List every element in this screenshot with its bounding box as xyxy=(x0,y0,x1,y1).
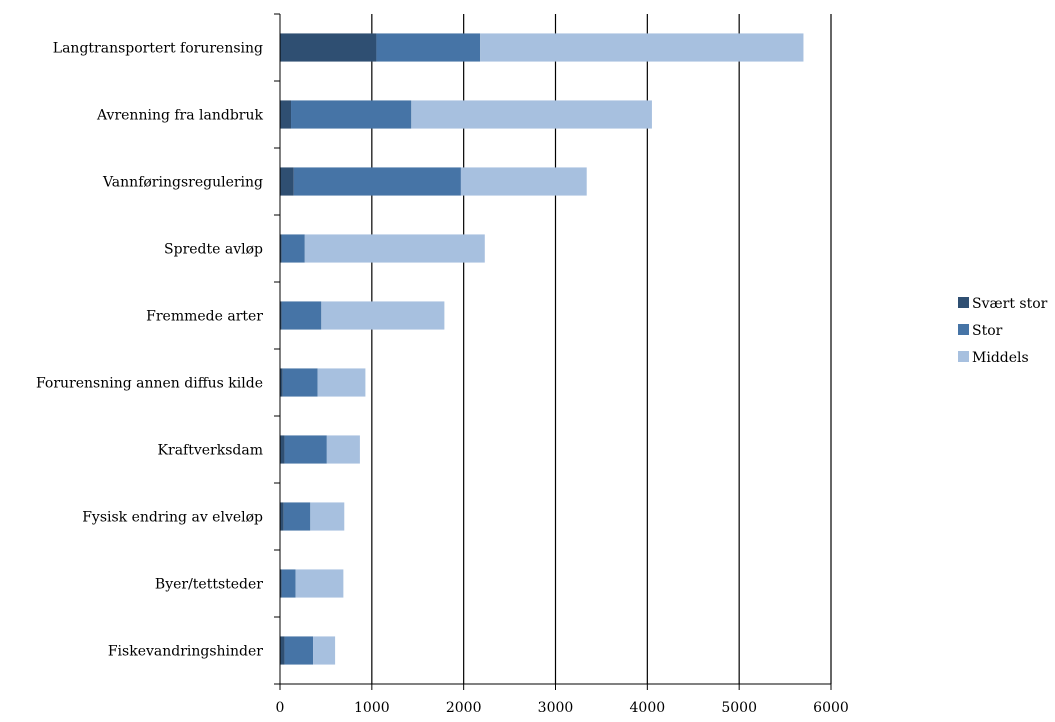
category-label-2: Vannføringsregulering xyxy=(102,175,263,191)
legend-swatch-2 xyxy=(958,351,969,362)
category-label-9: Fiskevandringshinder xyxy=(108,644,263,660)
bar-1-series-0 xyxy=(280,100,292,129)
bar-1-series-1 xyxy=(291,100,412,129)
bar-9-series-0 xyxy=(280,636,285,665)
bar-5-series-1 xyxy=(282,368,318,397)
category-label-1: Avrenning fra landbruk xyxy=(96,108,264,124)
bar-5-series-0 xyxy=(280,368,283,397)
x-tick-label-3: 3000 xyxy=(538,700,574,716)
bar-6-series-1 xyxy=(284,435,327,464)
category-label-3: Spredte avløp xyxy=(164,242,263,258)
bar-4-series-1 xyxy=(281,301,322,330)
category-label-0: Langtransportert forurensing xyxy=(53,41,263,57)
x-tick-label-1: 1000 xyxy=(354,700,390,716)
bar-4-series-2 xyxy=(321,301,445,330)
bar-8-series-1 xyxy=(281,569,296,598)
bar-3-series-0 xyxy=(280,234,282,263)
bar-4-series-0 xyxy=(280,301,282,330)
bar-0-series-0 xyxy=(280,33,377,62)
x-ticks: 0 1000 2000 3000 4000 5000 6000 xyxy=(276,684,849,716)
category-labels: Langtransportert forurensing Avrenning fr… xyxy=(36,41,264,660)
bar-8-series-2 xyxy=(295,569,344,598)
bar-9-series-1 xyxy=(284,636,314,665)
bar-9-series-2 xyxy=(313,636,336,665)
x-tick-label-4: 4000 xyxy=(630,700,666,716)
bar-2-series-2 xyxy=(460,167,587,196)
bar-3-series-2 xyxy=(304,234,485,263)
x-tick-label-6: 6000 xyxy=(813,700,849,716)
legend-swatch-1 xyxy=(958,324,969,335)
bar-2-series-1 xyxy=(293,167,461,196)
legend-label-0: Svært stor xyxy=(972,296,1048,312)
bars xyxy=(280,33,804,665)
bar-1-series-2 xyxy=(411,100,652,129)
bar-7-series-1 xyxy=(283,502,311,531)
bar-5-series-2 xyxy=(317,368,366,397)
bar-8-series-0 xyxy=(280,569,282,598)
bar-2-series-0 xyxy=(280,167,294,196)
bar-3-series-1 xyxy=(281,234,305,263)
legend: Svært stor Stor Middels xyxy=(958,296,1048,366)
category-label-4: Fremmede arter xyxy=(146,309,263,325)
legend-label-1: Stor xyxy=(972,323,1003,339)
bar-7-series-2 xyxy=(310,502,345,531)
legend-swatch-0 xyxy=(958,297,969,308)
bar-0-series-2 xyxy=(480,33,804,62)
x-tick-label-2: 2000 xyxy=(446,700,482,716)
category-label-7: Fysisk endring av elveløp xyxy=(82,510,263,526)
bar-7-series-0 xyxy=(280,502,284,531)
legend-label-2: Middels xyxy=(972,350,1029,366)
x-tick-label-0: 0 xyxy=(276,700,285,716)
category-label-8: Byer/tettsteder xyxy=(155,577,263,593)
bar-6-series-2 xyxy=(326,435,360,464)
y-ticks xyxy=(274,13,280,685)
category-label-6: Kraftverksdam xyxy=(158,443,263,459)
x-tick-label-5: 5000 xyxy=(721,700,757,716)
bar-6-series-0 xyxy=(280,435,285,464)
bar-0-series-1 xyxy=(376,33,481,62)
category-label-5: Forurensning annen diffus kilde xyxy=(36,376,263,392)
